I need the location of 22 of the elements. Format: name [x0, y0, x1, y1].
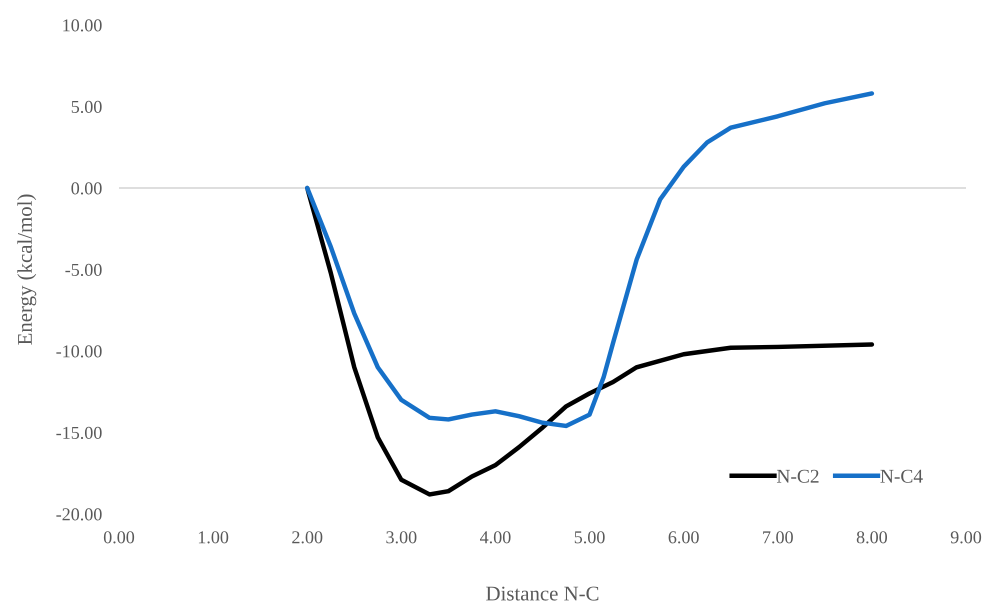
- x-tick-label: 6.00: [668, 531, 699, 544]
- y-tick-label: -20.00: [56, 508, 102, 521]
- x-tick-label: 0.00: [104, 531, 134, 544]
- legend-label: N-C2: [776, 470, 819, 483]
- x-tick-label: 7.00: [763, 531, 793, 544]
- x-tick-label: 8.00: [856, 531, 887, 544]
- line-series: [304, 91, 874, 428]
- x-tick-label: 2.00: [292, 531, 322, 544]
- y-tick-label: 5.00: [72, 100, 102, 114]
- x-tick-label: 9.00: [950, 531, 982, 544]
- x-tick-label: 3.00: [386, 531, 416, 544]
- y-tick-label: -10.00: [56, 345, 102, 358]
- x-tick-label: 4.00: [480, 531, 511, 544]
- y-tick-label: 10.00: [63, 19, 102, 32]
- x-tick-label: 5.00: [574, 531, 605, 544]
- x-tick-label: 1.00: [198, 531, 228, 544]
- legend-label: N-C4: [880, 470, 923, 483]
- y-tick-label: -5.00: [65, 264, 102, 276]
- y-tick-label: -15.00: [56, 426, 102, 440]
- y-axis-title: Energy (kcal/mol): [17, 194, 36, 345]
- y-tick-label: 0.00: [71, 182, 102, 195]
- x-axis-title: Distance N-C: [486, 586, 598, 601]
